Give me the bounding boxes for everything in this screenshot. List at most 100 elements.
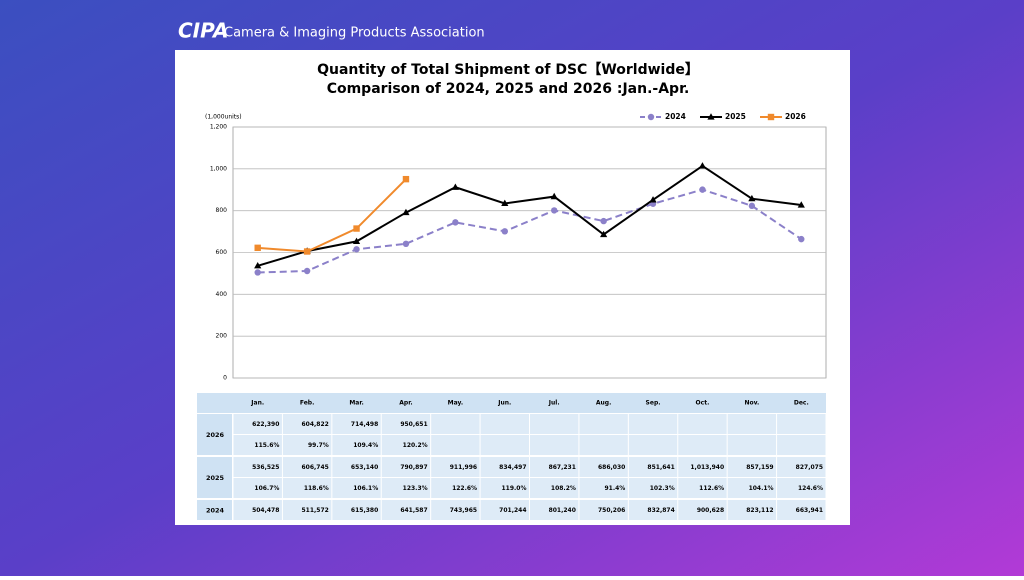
table-cell <box>233 457 282 477</box>
table-cell <box>530 500 579 520</box>
table-header: Sep. <box>646 400 661 407</box>
table-cell-text: 606,745 <box>302 464 329 471</box>
chart-subtitle: Comparison of 2024, 2025 and 2026 :Jan.-… <box>327 81 690 97</box>
table-cell <box>332 435 381 455</box>
table-cell-text: 801,240 <box>549 507 576 514</box>
table-cell <box>628 500 678 520</box>
marker <box>501 199 509 207</box>
table-cell-text: 604,822 <box>302 421 329 428</box>
table-cell <box>628 435 678 455</box>
marker <box>452 219 459 226</box>
table-cell <box>628 457 678 477</box>
table-cell-text: 663,941 <box>796 507 823 514</box>
table-cell-text: 653,140 <box>351 464 378 471</box>
table-cell-text: 1,013,940 <box>690 464 724 471</box>
table-cell-text: 701,244 <box>499 507 526 514</box>
table-cell <box>480 500 529 520</box>
table-cell <box>381 435 431 455</box>
marker <box>303 267 311 275</box>
marker <box>647 113 655 121</box>
table-cell <box>282 478 332 498</box>
table-cell <box>282 457 332 477</box>
table-cell <box>727 435 777 455</box>
marker <box>402 175 410 183</box>
table-cell-text: 641,587 <box>400 507 427 514</box>
marker <box>303 248 311 255</box>
table-header: May. <box>448 400 463 407</box>
y-axis-label: (1,000units) <box>205 114 242 121</box>
marker <box>254 244 261 252</box>
table-cell-text: 99.7% <box>308 442 329 449</box>
table-cell <box>777 435 826 455</box>
table-cell <box>579 414 628 434</box>
table-cell <box>678 414 727 434</box>
table-cell <box>332 500 381 520</box>
table-cell <box>381 414 431 434</box>
y-tick-label: 0 <box>223 375 227 382</box>
table-cell <box>530 478 579 498</box>
y-tick-label: 800 <box>216 207 228 214</box>
series-line <box>257 188 802 274</box>
table-cell-text: 857,159 <box>746 464 773 471</box>
table-cell-text: 743,965 <box>450 507 477 514</box>
table-cell <box>727 414 777 434</box>
table-row-label-bg <box>197 414 232 455</box>
table-cell <box>233 435 282 455</box>
marker <box>699 186 706 193</box>
chart-title: Quantity of Total Shipment of DSC【Worldw… <box>317 62 699 78</box>
marker <box>649 196 657 203</box>
marker <box>698 162 707 169</box>
table-cell-text: 714,498 <box>351 421 378 428</box>
table-cell <box>777 414 826 434</box>
table-cell <box>579 435 628 455</box>
series-line <box>257 164 802 267</box>
table-row-label: 2025 <box>206 474 225 482</box>
table-cell <box>381 478 431 498</box>
table-cell <box>678 478 727 498</box>
table-cell <box>431 457 480 477</box>
table-cell <box>628 414 678 434</box>
marker <box>352 237 361 244</box>
table-cell <box>233 478 282 498</box>
table-cell <box>480 414 529 434</box>
table-row-label-bg <box>197 457 232 498</box>
marker <box>767 113 775 121</box>
table-cell-text: 900,628 <box>697 507 724 514</box>
table-cell-text: 106.7% <box>254 485 279 492</box>
table-cell <box>431 500 480 520</box>
table-cell <box>480 457 529 477</box>
table-cell <box>678 500 727 520</box>
marker <box>798 235 805 243</box>
logo: CIPA <box>178 19 228 43</box>
table-cell <box>282 435 332 455</box>
table-cell <box>332 457 381 477</box>
table-cell-text: 123.3% <box>403 485 428 492</box>
table-cell-text: 124.6% <box>798 485 823 492</box>
table-cell <box>282 414 332 434</box>
table-cell <box>282 500 332 520</box>
table-cell <box>678 435 727 455</box>
marker <box>501 228 508 235</box>
marker <box>254 269 261 276</box>
table-cell <box>480 478 529 498</box>
table-cell-text: 119.0% <box>502 485 527 492</box>
table-cell <box>381 500 431 520</box>
table-cell <box>233 414 282 434</box>
table-header: Oct. <box>696 400 710 407</box>
marker <box>353 246 360 253</box>
table-cell-text: 106.1% <box>353 485 378 492</box>
table-cell-text: 536,525 <box>252 464 279 471</box>
table-header: Jun. <box>497 400 511 407</box>
table-cell-text: 615,380 <box>351 507 378 514</box>
table-cell-text: 950,651 <box>400 421 427 428</box>
table-cell-text: 832,874 <box>647 507 674 514</box>
table-cell-text: 823,112 <box>746 507 773 514</box>
table-cell-text: 834,497 <box>499 464 526 471</box>
table-cell <box>777 457 826 477</box>
marker <box>550 192 558 200</box>
table-cell <box>777 478 826 498</box>
table-cell-text: 108.2% <box>551 485 576 492</box>
marker <box>402 240 410 248</box>
table-cell <box>628 478 678 498</box>
y-tick-label: 200 <box>216 333 228 340</box>
